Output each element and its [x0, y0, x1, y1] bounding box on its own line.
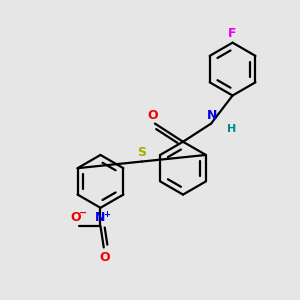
Text: +: + [103, 210, 110, 219]
Text: N: N [207, 109, 217, 122]
Text: S: S [137, 146, 146, 159]
Text: O: O [70, 211, 81, 224]
Text: O: O [99, 251, 110, 264]
Text: −: − [79, 208, 87, 218]
Text: H: H [226, 124, 236, 134]
Text: N: N [95, 211, 106, 224]
Text: F: F [228, 27, 237, 40]
Text: O: O [147, 109, 158, 122]
